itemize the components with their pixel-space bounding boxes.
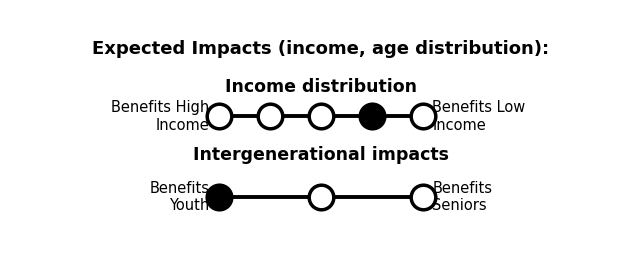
Text: Intergenerational impacts: Intergenerational impacts: [193, 146, 449, 164]
Point: [214, 114, 224, 119]
Point: [316, 114, 326, 119]
Text: Benefits
Youth: Benefits Youth: [149, 181, 209, 214]
Point: [418, 114, 428, 119]
Point: [265, 114, 275, 119]
Point: [418, 195, 428, 199]
Point: [367, 114, 377, 119]
Text: Benefits
Seniors: Benefits Seniors: [433, 181, 493, 214]
Text: Benefits Low
Income: Benefits Low Income: [433, 100, 526, 133]
Text: Benefits High
Income: Benefits High Income: [111, 100, 209, 133]
Text: Expected Impacts (income, age distribution):: Expected Impacts (income, age distributi…: [92, 40, 550, 58]
Point: [214, 195, 224, 199]
Text: Income distribution: Income distribution: [225, 78, 417, 96]
Point: [316, 195, 326, 199]
